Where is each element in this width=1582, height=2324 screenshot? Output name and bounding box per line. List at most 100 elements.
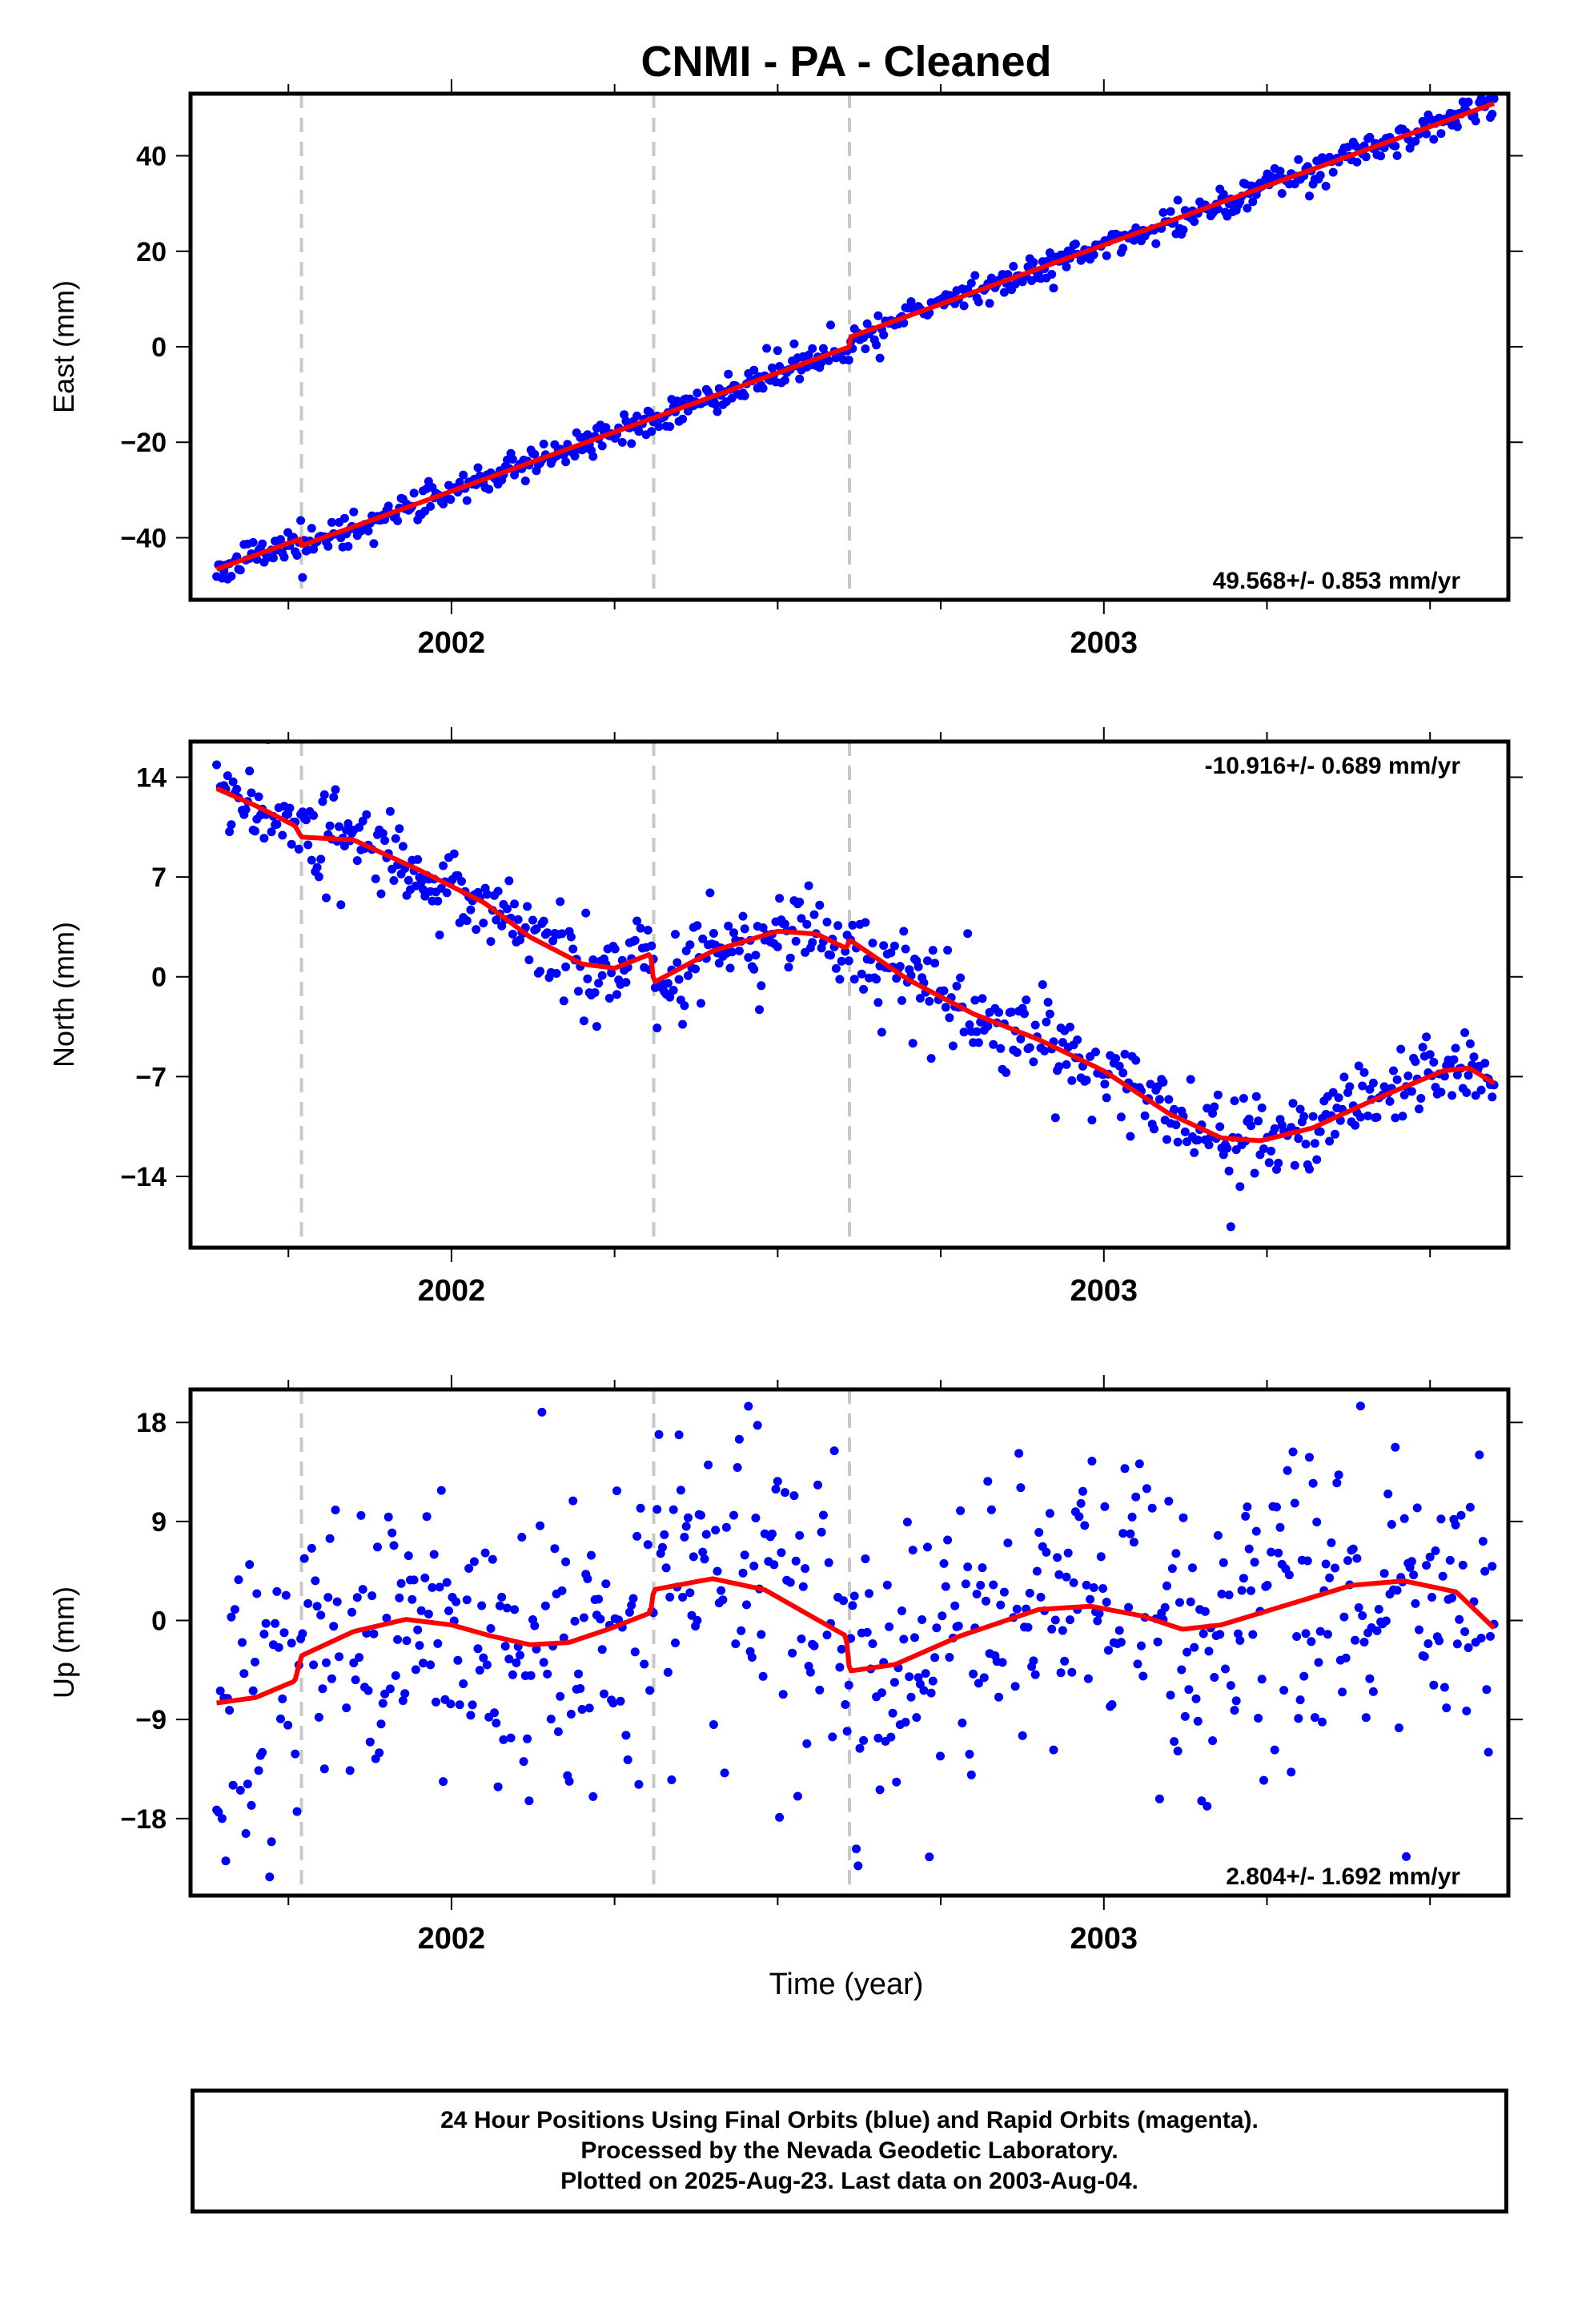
data-point (1372, 1626, 1382, 1635)
data-point (740, 924, 749, 934)
data-point (773, 1477, 782, 1486)
data-point (1154, 1095, 1164, 1104)
data-point (640, 1659, 649, 1669)
data-point (227, 820, 236, 830)
data-point (486, 1624, 496, 1633)
data-point (1022, 995, 1031, 1005)
data-point (343, 541, 353, 551)
data-point (510, 899, 520, 909)
data-point (1070, 239, 1080, 249)
data-point (395, 824, 404, 834)
data-point (680, 1532, 689, 1542)
data-point (444, 1606, 453, 1615)
data-point (432, 1697, 440, 1707)
data-point (404, 875, 413, 885)
data-point (1415, 1104, 1423, 1114)
data-point (1029, 1656, 1038, 1666)
data-point (566, 1710, 576, 1719)
data-point (331, 1506, 340, 1514)
data-point (837, 956, 846, 966)
data-point (520, 476, 530, 485)
x-tick-label: 2002 (418, 1922, 486, 1956)
data-point (1043, 998, 1053, 1007)
data-point (1067, 1667, 1077, 1677)
data-point (1239, 1574, 1248, 1583)
data-point (552, 969, 561, 978)
data-point (775, 1812, 785, 1822)
data-point (826, 951, 835, 960)
data-point (775, 894, 785, 903)
data-point (862, 319, 872, 328)
y-tick-label: −14 (120, 1162, 167, 1192)
data-point (1471, 116, 1480, 126)
data-point (486, 937, 496, 947)
data-point (910, 1633, 919, 1642)
data-point (839, 1596, 848, 1606)
data-point (773, 346, 782, 356)
data-point (1247, 1586, 1255, 1595)
data-point (1345, 1082, 1355, 1092)
data-point (1020, 1009, 1029, 1019)
data-point (654, 1429, 664, 1439)
data-point (1224, 1166, 1234, 1176)
data-point (711, 400, 721, 409)
data-point (413, 1625, 423, 1634)
data-point (248, 537, 258, 547)
y-tick-label: −20 (120, 428, 167, 458)
data-point (1465, 1502, 1475, 1512)
data-point (952, 981, 962, 991)
data-point (1178, 1513, 1188, 1522)
chart-title: CNMI - PA - Cleaned (640, 38, 1051, 86)
data-point (897, 995, 906, 1005)
data-point (251, 1657, 259, 1667)
data-point (1186, 1597, 1195, 1606)
data-point (616, 1696, 625, 1706)
data-point (1409, 1570, 1419, 1580)
data-point (1243, 1502, 1252, 1512)
data-point (506, 1733, 516, 1743)
data-point (409, 1575, 419, 1585)
data-point (1275, 1522, 1285, 1532)
data-point (665, 1592, 675, 1602)
data-point (1365, 1674, 1375, 1683)
data-point (879, 941, 889, 951)
data-point (693, 388, 702, 398)
data-point (1133, 1659, 1142, 1669)
data-point (1475, 1450, 1484, 1460)
data-point (291, 1749, 300, 1759)
data-point (999, 1587, 1009, 1597)
data-point (684, 971, 693, 980)
data-point (1162, 1135, 1171, 1144)
data-point (849, 975, 859, 984)
data-point (309, 1660, 319, 1670)
data-point (1131, 1055, 1141, 1065)
data-point (1351, 1120, 1360, 1130)
data-point (802, 1739, 812, 1748)
data-point (1462, 1088, 1472, 1097)
data-point (1334, 1093, 1343, 1103)
data-point (322, 893, 331, 903)
data-point (385, 1684, 395, 1694)
data-point (841, 1700, 850, 1709)
data-point (691, 964, 701, 974)
data-point (298, 1629, 307, 1638)
data-point (1100, 1080, 1110, 1089)
data-point (1465, 1039, 1475, 1048)
data-point (455, 1700, 464, 1710)
data-point (1204, 1647, 1214, 1656)
data-point (617, 437, 627, 447)
data-point (265, 1872, 275, 1882)
data-point (453, 1655, 463, 1665)
data-point (963, 929, 973, 939)
data-point (788, 1648, 797, 1658)
footer-line-1: 24 Hour Positions Using Final Orbits (bl… (440, 2107, 1259, 2133)
data-point (1488, 1562, 1497, 1571)
data-point (380, 836, 390, 846)
data-point (802, 919, 812, 929)
data-point (875, 353, 885, 363)
data-point (901, 944, 910, 954)
data-point (1025, 1043, 1034, 1052)
data-point (797, 1634, 806, 1643)
data-point (241, 1829, 251, 1838)
data-point (1259, 1775, 1268, 1785)
